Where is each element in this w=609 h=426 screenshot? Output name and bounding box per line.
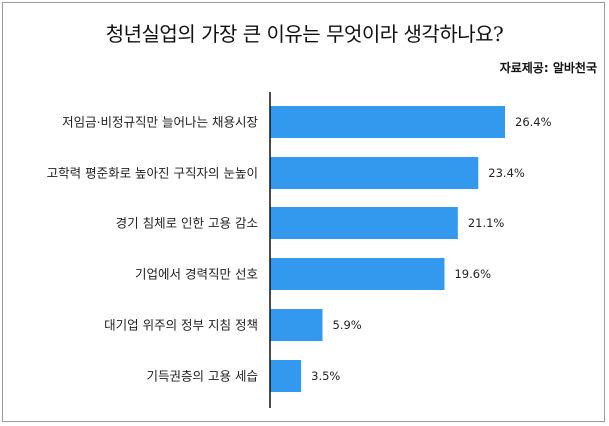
category-label-6: 기득권층의 고용 세습 (147, 369, 258, 384)
bar-2 (270, 157, 479, 189)
bar-4 (270, 258, 445, 290)
value-label-6: 3.5% (311, 369, 340, 383)
value-label-1: 26.4% (515, 115, 552, 129)
bar-6 (270, 360, 302, 392)
bar-5 (270, 309, 323, 341)
source-credit: 자료제공: 알바천국 (499, 61, 597, 75)
category-label-5: 대기업 위주의 정부 지침 정책 (104, 318, 258, 333)
bars-group: 저임금·비정규직만 늘어나는 채용시장 26.4% 고학력 평준화로 높아진 구직자… (47, 106, 552, 392)
category-label-2: 고학력 평준화로 높아진 구직자의 눈높이 (47, 166, 258, 181)
value-label-3: 21.1% (468, 216, 505, 230)
category-label-4: 기업에서 경력직만 선호 (135, 267, 258, 282)
value-label-2: 23.4% (488, 166, 525, 180)
bar-3 (270, 207, 458, 239)
chart-title: 청년실업의 가장 큰 이유는 무엇이라 생각하나요? (105, 22, 504, 46)
category-label-3: 경기 침체로 인한 고용 감소 (116, 216, 258, 231)
value-label-4: 19.6% (454, 267, 491, 281)
bar-1 (270, 106, 505, 138)
value-label-5: 5.9% (333, 318, 362, 332)
category-label-1: 저임금·비정규직만 늘어나는 채용시장 (62, 115, 258, 130)
